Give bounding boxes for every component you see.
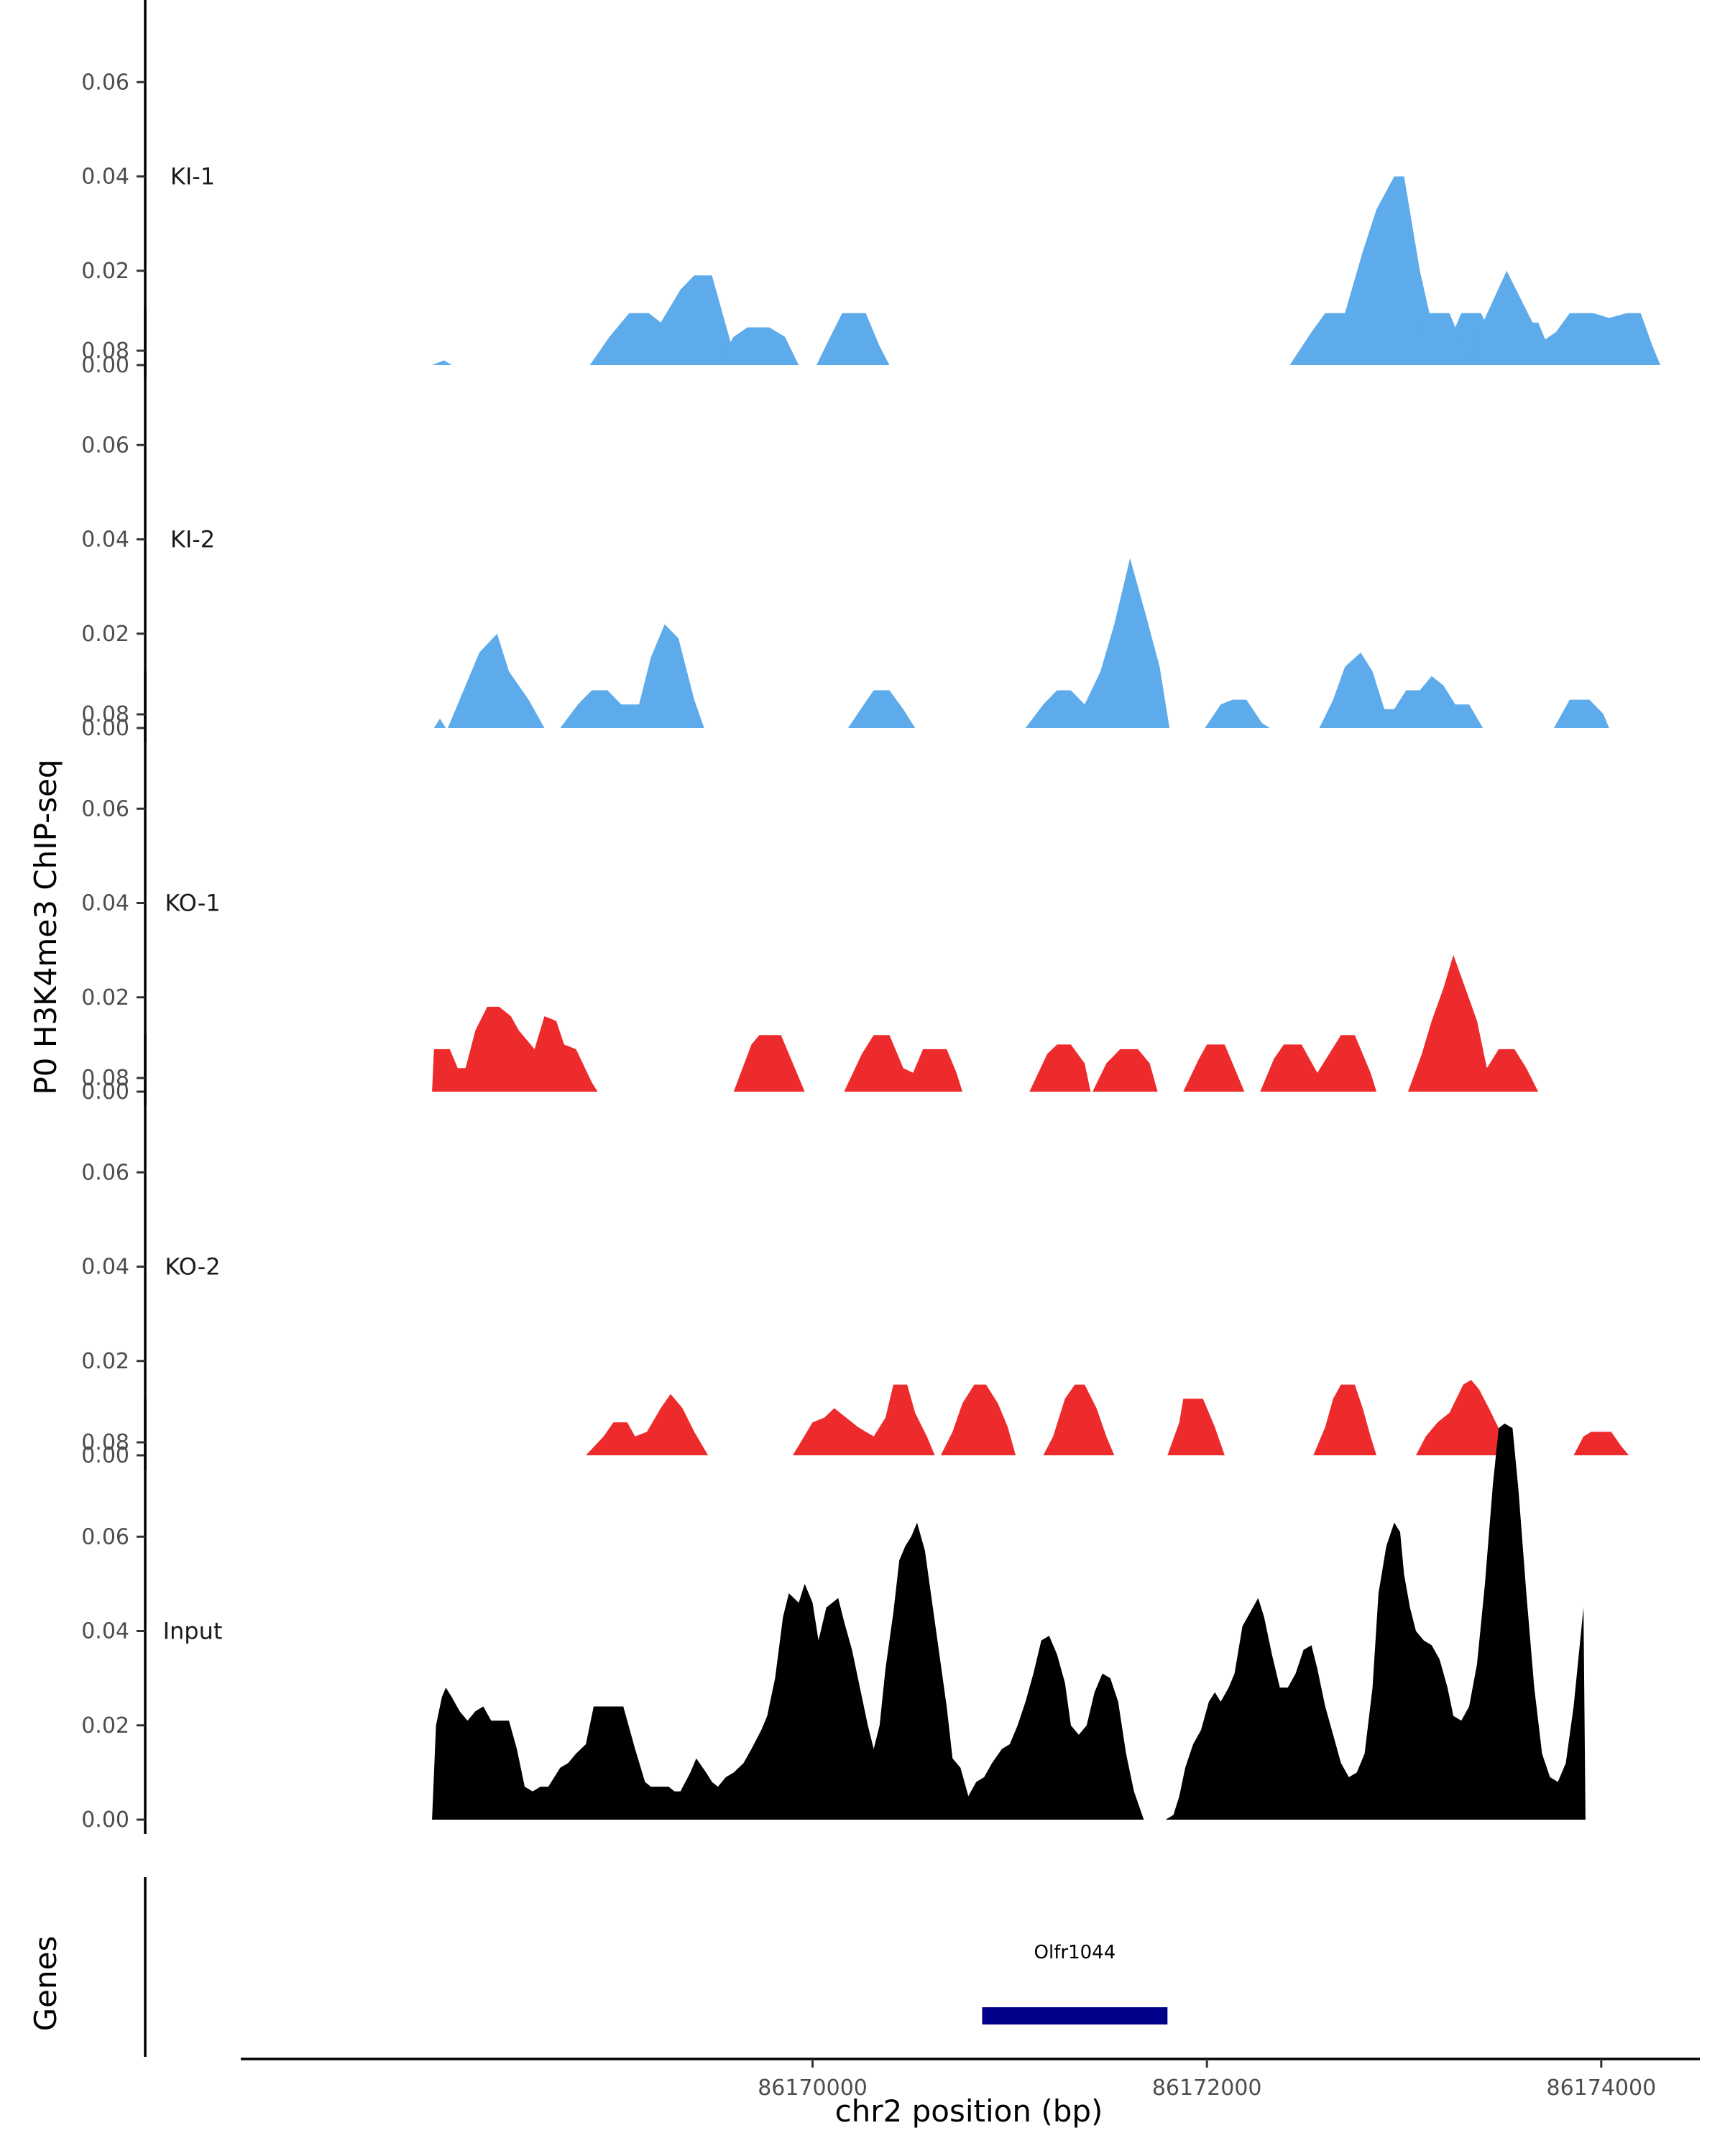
y-tick-label: 0.04 [81, 1619, 129, 1644]
y-tick-label: 0.08 [81, 1066, 129, 1091]
signal-area [1165, 1423, 1586, 1820]
y-tick-label: 0.00 [81, 1079, 129, 1105]
signal-area [847, 690, 916, 728]
y-tick-label: 0.06 [81, 70, 129, 95]
signal-area [1319, 653, 1484, 728]
tracks-layer: 0.00 0.02 0.04 0.06 0.08 KI-1 0.00 0.02 0.04 0.06… [81, 0, 1661, 1834]
track-ki-2: 0.00 0.02 0.04 0.06 0.08 KI-2 [81, 307, 1609, 742]
y-tick-label: 0.08 [81, 0, 129, 1]
x-tick-label: 86170000 [758, 2076, 868, 2101]
gene-body [982, 2007, 1168, 2024]
y-tick-label: 0.02 [81, 259, 129, 284]
x-tick-label: 86174000 [1546, 2076, 1656, 2101]
y-tick-label: 0.00 [81, 716, 129, 741]
y-tick-label: 0.06 [81, 1524, 129, 1549]
track-ki-1: 0.00 0.02 0.04 0.06 0.08 KI-1 [81, 0, 1661, 379]
y-tick-label: 0.04 [81, 891, 129, 916]
signal-area [433, 718, 446, 728]
y-tick-label: 0.00 [81, 1443, 129, 1468]
signal-area [940, 1384, 1016, 1455]
signal-area [1205, 699, 1270, 728]
y-tick-label: 0.02 [81, 622, 129, 647]
gene-label: Olfr1044 [1034, 1942, 1116, 1963]
track-input: 0.00 0.02 0.04 0.06 0.08 Input [81, 1399, 1586, 1834]
y-tick-label: 0.06 [81, 796, 129, 821]
track-label: KI-2 [170, 526, 215, 553]
x-axis: 86170000 86172000 86174000 [241, 2058, 1700, 2101]
signal-area [432, 1522, 1144, 1820]
y-axis-title: P0 H3K4me3 ChIP-seq [28, 759, 63, 1095]
signal-area [1416, 1380, 1509, 1455]
signal-area [1554, 699, 1609, 728]
track-label: Input [163, 1618, 223, 1645]
y-tick-label: 0.08 [81, 338, 129, 364]
signal-area [1260, 1035, 1377, 1092]
signal-area [733, 1035, 805, 1092]
genes-track-title: Genes [28, 1936, 63, 2032]
signal-area [448, 633, 545, 728]
signal-area [1289, 176, 1558, 365]
signal-area [1043, 1384, 1115, 1455]
y-tick-label: 0.02 [81, 1713, 129, 1738]
x-tick-label: 86172000 [1152, 2076, 1262, 2101]
y-tick-label: 0.04 [81, 528, 129, 553]
signal-area [586, 1393, 709, 1455]
y-tick-label: 0.04 [81, 1255, 129, 1280]
y-tick-label: 0.06 [81, 1160, 129, 1185]
x-axis-title: chr2 position (bp) [835, 2093, 1103, 2129]
y-tick-label: 0.02 [81, 985, 129, 1010]
track-label: KI-1 [170, 163, 215, 190]
gene-track: Olfr1044 [144, 1877, 1168, 2057]
signal-area [816, 313, 890, 365]
y-tick-label: 0.00 [81, 353, 129, 378]
signal-area [844, 1035, 962, 1092]
y-tick-label: 0.02 [81, 1349, 129, 1374]
signal-area [1573, 1432, 1629, 1455]
y-tick-label: 0.08 [81, 702, 129, 727]
signal-area [1313, 1384, 1377, 1455]
signal-area [589, 275, 742, 365]
track-label: KO-2 [165, 1253, 220, 1281]
signal-area [716, 327, 799, 365]
signal-area [1394, 313, 1473, 365]
track-label: KO-1 [165, 890, 220, 917]
signal-area [793, 1384, 935, 1455]
track-ko-2: 0.00 0.02 0.04 0.06 0.08 KO-2 [81, 1034, 1629, 1470]
y-tick-label: 0.06 [81, 433, 129, 458]
signal-area [432, 1006, 598, 1092]
signal-area [1025, 558, 1170, 728]
signal-area [1469, 270, 1661, 365]
signal-area [1092, 1049, 1158, 1092]
signal-area [560, 624, 704, 728]
y-tick-label: 0.00 [81, 1807, 129, 1833]
signal-area [432, 360, 452, 365]
y-tick-label: 0.08 [81, 1430, 129, 1455]
signal-area [1167, 1399, 1225, 1455]
signal-area [1183, 1044, 1245, 1092]
signal-area [1408, 954, 1539, 1092]
signal-area [1029, 1044, 1091, 1092]
track-ko-1: 0.00 0.02 0.04 0.06 0.08 KO-1 [81, 671, 1539, 1106]
y-tick-label: 0.04 [81, 165, 129, 190]
